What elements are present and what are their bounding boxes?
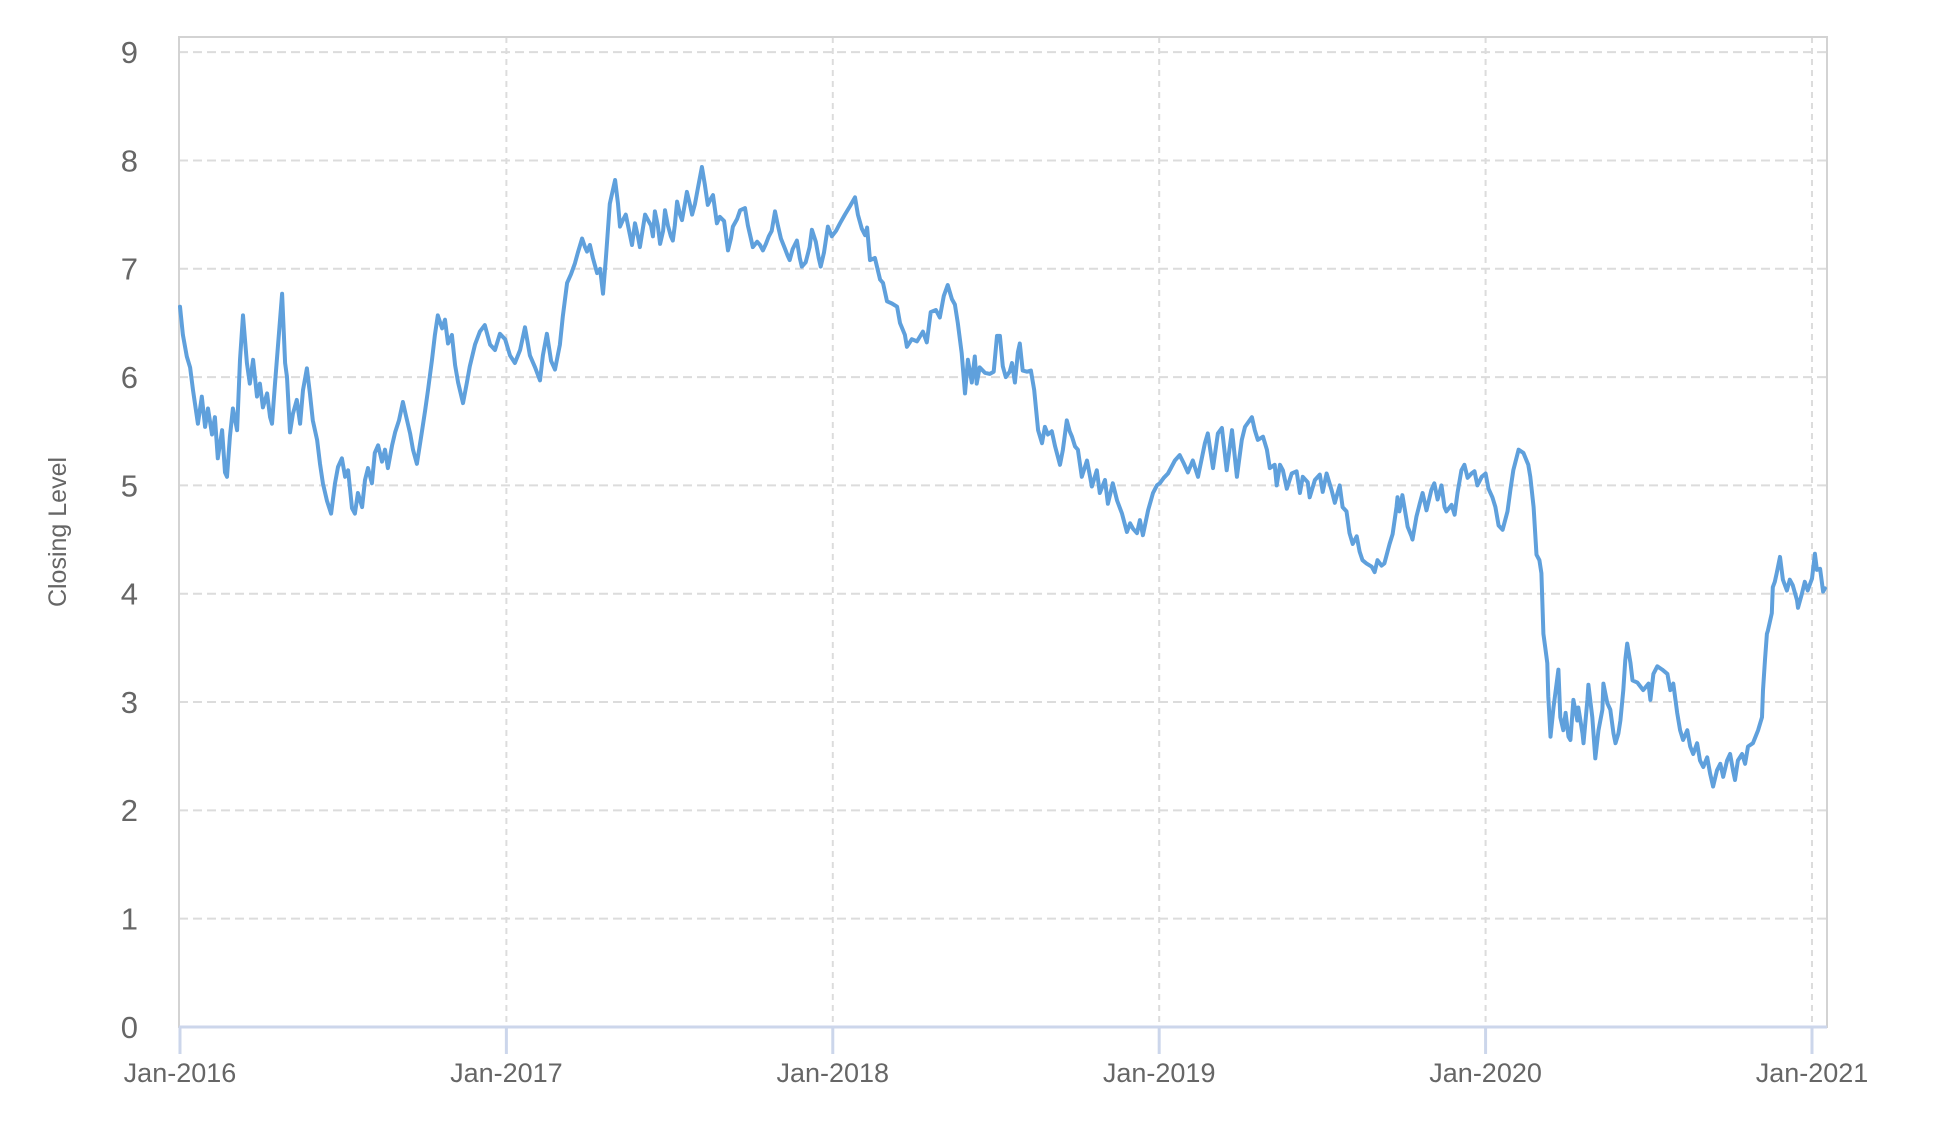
x-tick-label: Jan-2018 — [776, 1058, 889, 1088]
y-tick-label: 3 — [121, 685, 138, 720]
y-tick-label: 5 — [121, 468, 138, 503]
y-tick-label: 1 — [121, 902, 138, 937]
y-tick-label: 9 — [121, 35, 138, 70]
series-line — [178, 165, 1827, 789]
y-tick-label: 7 — [121, 252, 138, 287]
y-tick-label: 6 — [121, 360, 138, 395]
x-tick-label: Jan-2021 — [1756, 1058, 1869, 1088]
y-tick-label: 8 — [121, 143, 138, 178]
x-tick-label: Jan-2019 — [1103, 1058, 1216, 1088]
x-tick-label: Jan-2017 — [450, 1058, 563, 1088]
x-tick-label: Jan-2020 — [1429, 1058, 1542, 1088]
y-tick-label: 4 — [121, 577, 138, 612]
plot-border — [178, 36, 1828, 1028]
x-tick-label: Jan-2016 — [124, 1058, 237, 1088]
y-axis-title: Closing Level — [44, 457, 72, 607]
y-tick-label: 0 — [121, 1010, 138, 1045]
y-tick-label: 2 — [121, 793, 138, 828]
